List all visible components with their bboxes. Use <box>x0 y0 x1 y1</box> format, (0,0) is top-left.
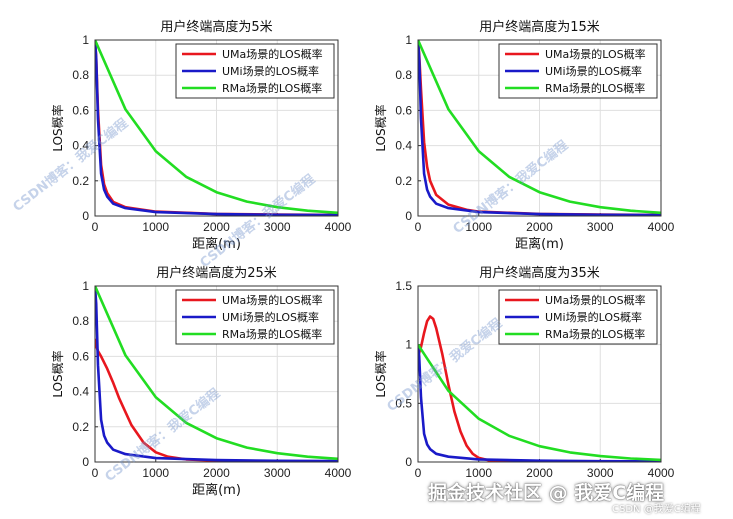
x-tick-label: 3000 <box>264 220 291 234</box>
y-tick-label: 0.2 <box>395 174 412 188</box>
y-tick-label: 0 <box>405 209 412 223</box>
series-line-3 <box>418 343 661 462</box>
x-tick-label: 4000 <box>648 466 675 480</box>
y-tick-label: 0 <box>82 455 89 469</box>
x-axis-label: 距离(m) <box>192 236 241 252</box>
chart-title: 用户终端高度为15米 <box>479 19 600 35</box>
legend-label-2: UMi场景的LOS概率 <box>545 310 642 324</box>
y-axis-label: LOS概率 <box>50 104 65 151</box>
axes-frame <box>94 285 339 463</box>
x-tick-label: 3000 <box>264 466 291 480</box>
y-tick-label: 1.5 <box>395 279 412 293</box>
x-tick-label: 1000 <box>465 466 492 480</box>
axes-frame <box>417 285 662 463</box>
chart-panel-2: 0 1000 2000 3000 4000 0 0.2 0.4 0.6 0.8 1 用户终端高度为15… <box>373 19 675 252</box>
legend-label-3: RMa场景的LOS概率 <box>222 327 322 341</box>
x-tick-label: 0 <box>415 466 422 480</box>
legend: UMa场景的LOS概率 UMi场景的LOS概率 RMa场景的LOS概率 <box>498 43 658 99</box>
series-line-3 <box>95 286 338 461</box>
x-tick-label: 0 <box>92 466 99 480</box>
legend-label-1: UMa场景的LOS概率 <box>222 293 323 307</box>
axes-frame <box>417 39 662 217</box>
series-line-2 <box>95 286 338 462</box>
x-tick-label: 4000 <box>648 220 675 234</box>
y-tick-label: 0.4 <box>72 385 89 399</box>
chart-title: 用户终端高度为25米 <box>156 265 277 281</box>
legend: UMa场景的LOS概率 UMi场景的LOS概率 RMa场景的LOS概率 <box>175 43 335 99</box>
x-tick-label: 0 <box>415 220 422 234</box>
x-tick-label: 4000 <box>325 220 352 234</box>
chart-panel-4: 0 1000 2000 3000 4000 0 0.5 1 1.5 用户终端高度为35米 LOS概率… <box>373 265 675 480</box>
y-tick-label: 0.2 <box>72 420 89 434</box>
y-tick-label: 0.6 <box>72 349 89 363</box>
series-line-2 <box>418 40 661 216</box>
y-tick-label: 0.8 <box>395 68 412 82</box>
legend-label-3: RMa场景的LOS概率 <box>545 81 645 95</box>
legend: UMa场景的LOS概率 UMi场景的LOS概率 RMa场景的LOS概率 <box>175 289 335 345</box>
legend: UMa场景的LOS概率 UMi场景的LOS概率 RMa场景的LOS概率 <box>498 289 658 345</box>
x-tick-label: 1000 <box>465 220 492 234</box>
y-tick-label: 0.2 <box>72 174 89 188</box>
legend-label-3: RMa场景的LOS概率 <box>545 327 645 341</box>
x-tick-label: 2000 <box>203 220 230 234</box>
y-tick-label: 0.5 <box>395 396 412 410</box>
y-tick-label: 1 <box>82 279 89 293</box>
y-tick-label: 1 <box>82 33 89 47</box>
y-tick-label: 0 <box>82 209 89 223</box>
y-tick-label: 0.6 <box>395 103 412 117</box>
x-tick-label: 1000 <box>142 466 169 480</box>
y-axis-label: LOS概率 <box>50 350 65 397</box>
y-axis-label: LOS概率 <box>373 350 388 397</box>
legend-label-1: UMa场景的LOS概率 <box>545 47 646 61</box>
series-line-3 <box>95 40 338 215</box>
x-tick-label: 0 <box>92 220 99 234</box>
x-axis-label: 距离(m) <box>192 482 241 498</box>
x-tick-label: 3000 <box>587 220 614 234</box>
legend-label-2: UMi场景的LOS概率 <box>222 64 319 78</box>
y-tick-label: 1 <box>405 33 412 47</box>
footer-small-watermark: CSDN @我爱C编程 <box>612 504 701 515</box>
x-axis-label: 距离(m) <box>515 236 564 252</box>
x-tick-label: 2000 <box>526 220 553 234</box>
legend-label-2: UMi场景的LOS概率 <box>545 64 642 78</box>
x-tick-label: 1000 <box>142 220 169 234</box>
y-axis-label: LOS概率 <box>373 104 388 151</box>
y-tick-label: 1 <box>405 338 412 352</box>
y-tick-label: 0.4 <box>395 139 412 153</box>
x-tick-label: 2000 <box>203 466 230 480</box>
axes-frame <box>94 39 339 217</box>
y-tick-label: 0.6 <box>72 103 89 117</box>
legend-label-1: UMa场景的LOS概率 <box>222 47 323 61</box>
x-tick-label: 3000 <box>587 466 614 480</box>
chart-title: 用户终端高度为5米 <box>160 19 272 35</box>
legend-label-1: UMa场景的LOS概率 <box>545 293 646 307</box>
footer-watermark: 掘金技术社区 @ 我爱C编程 <box>428 482 665 504</box>
legend-label-3: RMa场景的LOS概率 <box>222 81 322 95</box>
legend-label-2: UMi场景的LOS概率 <box>222 310 319 324</box>
y-tick-label: 0.8 <box>72 68 89 82</box>
y-tick-label: 0 <box>405 455 412 469</box>
y-tick-label: 0.8 <box>72 314 89 328</box>
x-tick-label: 2000 <box>526 466 553 480</box>
series-line-2 <box>418 344 661 462</box>
chart-panel-1: 0 1000 2000 3000 4000 0 0.2 0.4 0.6 0.8 1 用户终端高度为5米… <box>50 19 352 252</box>
series-line-3 <box>418 40 661 215</box>
y-tick-label: 0.4 <box>72 139 89 153</box>
chart-title: 用户终端高度为35米 <box>479 265 600 281</box>
series-line-2 <box>95 40 338 216</box>
chart-panel-3: 0 1000 2000 3000 4000 0 0.2 0.4 0.6 0.8 1 用户终端高度为25… <box>50 265 352 498</box>
x-tick-label: 4000 <box>325 466 352 480</box>
